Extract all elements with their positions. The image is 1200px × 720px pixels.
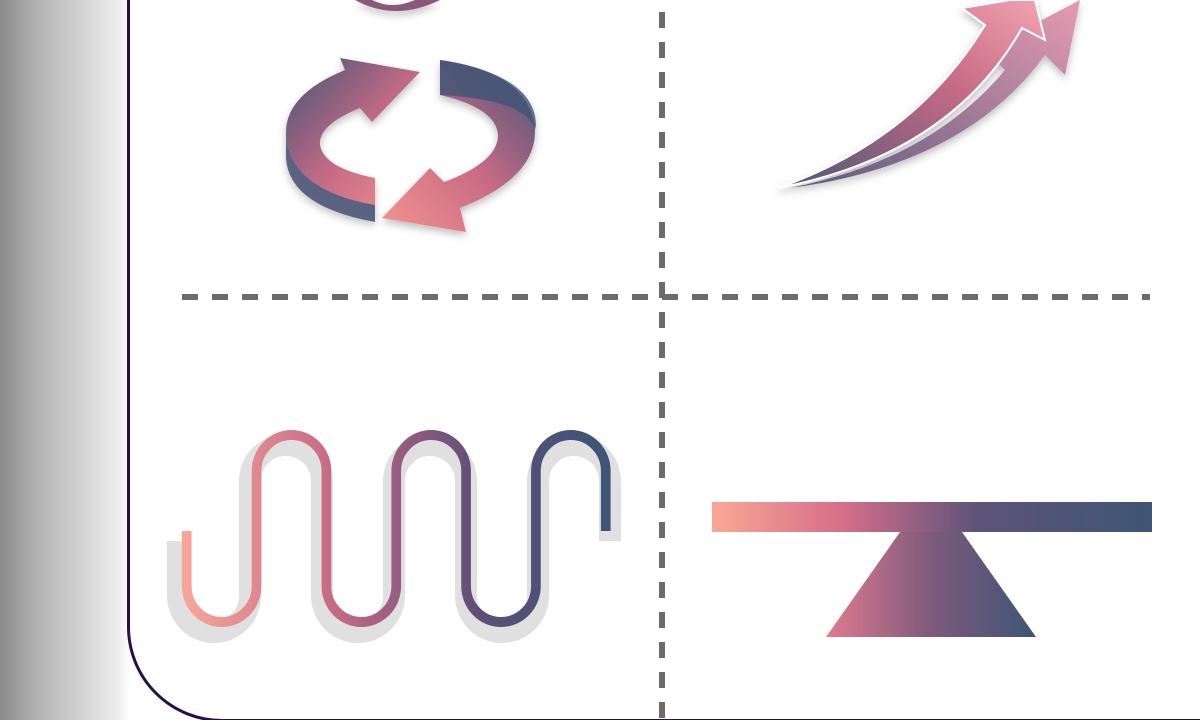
growth-arrow-icon — [777, 0, 1080, 189]
seesaw-fulcrum — [826, 532, 1036, 637]
balance-seesaw-icon — [712, 502, 1152, 637]
seesaw-beam — [712, 502, 1152, 532]
cycle-arrows-icon — [285, 0, 536, 232]
wave-path-icon — [167, 430, 621, 643]
